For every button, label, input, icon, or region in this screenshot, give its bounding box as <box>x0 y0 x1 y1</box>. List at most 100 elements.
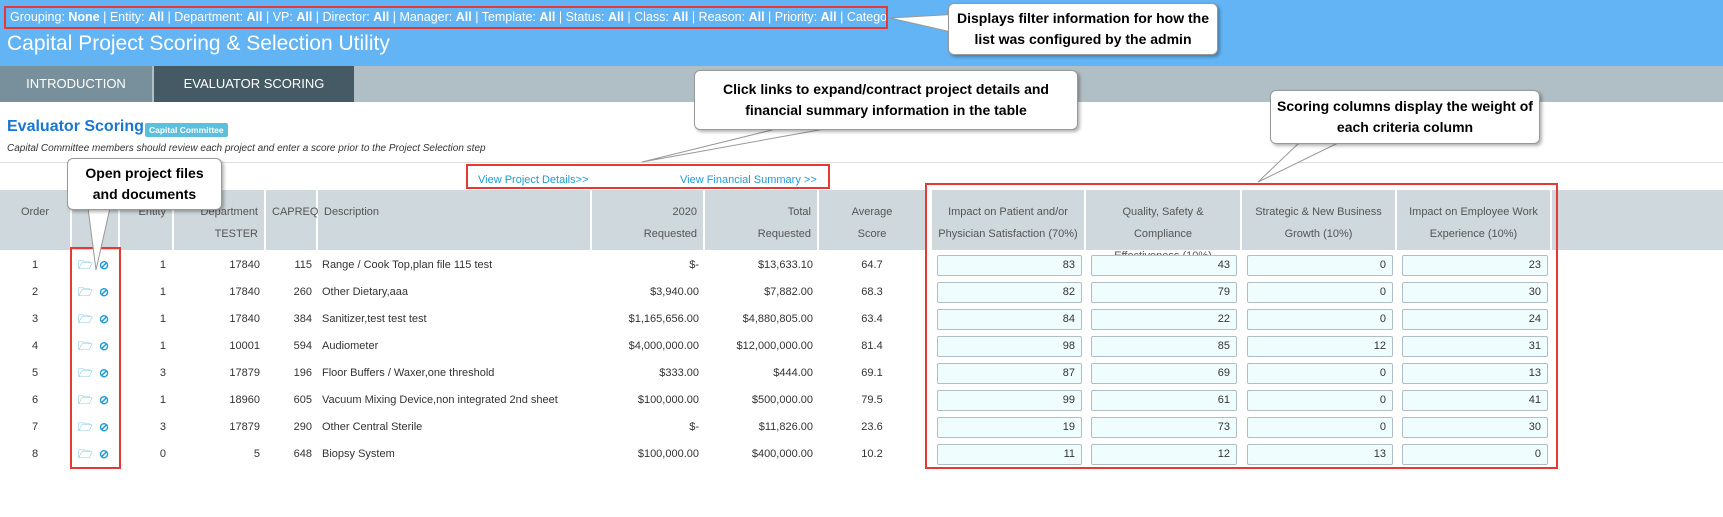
tab-evaluator-scoring[interactable]: EVALUATOR SCORING <box>154 66 354 102</box>
folder-open-icon[interactable]: 🗁 <box>78 393 93 407</box>
score-input[interactable]: 13 <box>1247 444 1393 465</box>
filter-template: | Template: All <box>471 10 556 24</box>
score-input[interactable]: 0 <box>1247 390 1393 411</box>
ban-icon[interactable]: ⊘ <box>99 366 110 380</box>
score-input[interactable]: 0 <box>1247 417 1393 438</box>
cell: 384 <box>293 313 312 325</box>
ban-icon[interactable]: ⊘ <box>99 393 110 407</box>
score-input[interactable]: 0 <box>1247 255 1393 276</box>
folder-open-icon[interactable]: 🗁 <box>78 339 93 353</box>
cell: 10001 <box>229 340 260 352</box>
ban-icon[interactable]: ⊘ <box>99 258 110 272</box>
header-text: CAPREQ <box>272 206 319 218</box>
folder-open-icon[interactable]: 🗁 <box>78 447 93 461</box>
ban-icon[interactable]: ⊘ <box>99 447 110 461</box>
role-badge: Capital Committee <box>145 123 228 137</box>
folder-open-icon[interactable]: 🗁 <box>78 312 93 326</box>
score-input[interactable]: 19 <box>937 417 1082 438</box>
filter-class: | Class: All <box>623 10 689 24</box>
score-input[interactable]: 0 <box>1247 363 1393 384</box>
filter-manager: | Manager: All <box>389 10 472 24</box>
score-input[interactable]: 98 <box>937 336 1082 357</box>
filter-department: | Department: All <box>164 10 263 24</box>
cell: Range / Cook Top,plan file 115 test <box>322 259 493 271</box>
ban-icon[interactable]: ⊘ <box>99 312 110 326</box>
folder-open-icon[interactable]: 🗁 <box>78 420 93 434</box>
cell: $12,000,000.00 <box>736 340 813 352</box>
cell: 1 <box>159 394 166 406</box>
folder-open-icon[interactable]: 🗁 <box>78 366 93 380</box>
score-input[interactable]: 79 <box>1091 282 1237 303</box>
column-header-capreq: CAPREQ <box>266 190 319 250</box>
ban-icon[interactable]: ⊘ <box>99 420 110 434</box>
score-input[interactable]: 13 <box>1402 363 1548 384</box>
cell: 2 <box>31 286 39 298</box>
score-input[interactable]: 12 <box>1247 336 1393 357</box>
cell: 17879 <box>229 421 260 433</box>
score-input[interactable]: 23 <box>1402 255 1548 276</box>
score-input[interactable]: 61 <box>1091 390 1237 411</box>
score-input[interactable]: 82 <box>937 282 1082 303</box>
cell: $400,000.00 <box>751 448 813 460</box>
score-input[interactable]: 30 <box>1402 417 1548 438</box>
cell: 196 <box>293 367 312 379</box>
score-input[interactable]: 12 <box>1091 444 1237 465</box>
cell: 3 <box>159 421 166 433</box>
cell: 8 <box>31 448 39 460</box>
score-input[interactable]: 69 <box>1091 363 1237 384</box>
cell: 69.1 <box>861 367 883 379</box>
page-title: Evaluator Scoring <box>7 118 144 135</box>
score-input[interactable]: 41 <box>1402 390 1548 411</box>
cell: $4,000,000.00 <box>628 340 699 352</box>
tab-introduction[interactable]: INTRODUCTION <box>0 66 152 102</box>
ban-icon[interactable]: ⊘ <box>99 285 110 299</box>
cell: 3 <box>31 313 39 325</box>
callout-links: Click links to expand/contract project d… <box>694 70 1078 130</box>
cell: 17840 <box>229 286 260 298</box>
score-input[interactable]: 24 <box>1402 309 1548 330</box>
app-header: Grouping: None | Entity: All | Departmen… <box>0 0 1723 66</box>
cell: 7 <box>31 421 39 433</box>
divider <box>0 162 1723 163</box>
column-header-s4: Impact on Employee Work Experience (10%) <box>1397 190 1550 250</box>
ban-icon[interactable]: ⊘ <box>99 339 110 353</box>
score-input[interactable]: 31 <box>1402 336 1548 357</box>
cell: Floor Buffers / Waxer,one threshold <box>322 367 495 379</box>
score-input[interactable]: 87 <box>937 363 1082 384</box>
filter-status: | Status: All <box>555 10 624 24</box>
cell: 10.2 <box>861 448 883 460</box>
folder-open-icon[interactable]: 🗁 <box>78 285 93 299</box>
score-input[interactable]: 0 <box>1247 309 1393 330</box>
folder-open-icon[interactable]: 🗁 <box>78 258 93 272</box>
header-text: Physician Satisfaction (70%) <box>938 228 1078 240</box>
cell: 79.5 <box>861 394 883 406</box>
score-input[interactable]: 22 <box>1091 309 1237 330</box>
cell: 1 <box>159 340 166 352</box>
score-input[interactable]: 30 <box>1402 282 1548 303</box>
score-input[interactable]: 73 <box>1091 417 1237 438</box>
score-input[interactable]: 83 <box>937 255 1082 276</box>
cell: 17840 <box>229 313 260 325</box>
score-input[interactable]: 84 <box>937 309 1082 330</box>
column-header-total: Total Requested <box>705 190 817 250</box>
score-input[interactable]: 99 <box>937 390 1082 411</box>
cell: Other Dietary,aaa <box>322 286 409 298</box>
score-input[interactable]: 0 <box>1402 444 1548 465</box>
cell: Audiometer <box>322 340 379 352</box>
header-text: Requested <box>643 228 697 240</box>
score-input[interactable]: 85 <box>1091 336 1237 357</box>
cell: 1 <box>159 259 166 271</box>
cell: Biopsy System <box>322 448 395 460</box>
view-financial-summary-link[interactable]: View Financial Summary >> <box>680 174 817 186</box>
score-input[interactable]: 0 <box>1247 282 1393 303</box>
column-header-avg: Average Score <box>819 190 925 250</box>
view-project-details-link[interactable]: View Project Details>> <box>478 174 589 186</box>
app-title: Capital Project Scoring & Selection Util… <box>7 32 390 55</box>
header-text: Description <box>324 206 380 218</box>
column-header-order: Order <box>0 190 70 250</box>
score-input[interactable]: 43 <box>1091 255 1237 276</box>
cell: 68.3 <box>861 286 883 298</box>
score-input[interactable]: 11 <box>937 444 1082 465</box>
filter-reason: | Reason: All <box>688 10 765 24</box>
